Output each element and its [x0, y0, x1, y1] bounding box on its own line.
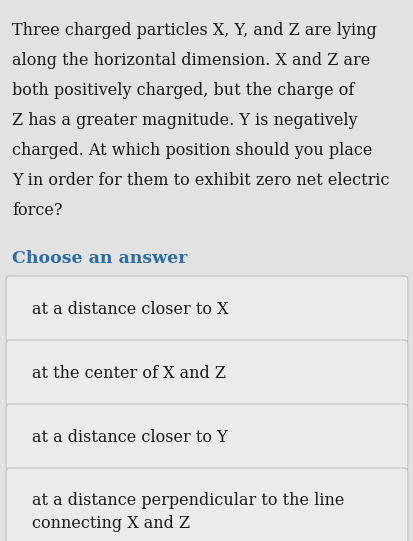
Text: Y in order for them to exhibit zero net electric: Y in order for them to exhibit zero net … — [12, 172, 389, 189]
Text: both positively charged, but the charge of: both positively charged, but the charge … — [12, 82, 354, 99]
Text: Choose an answer: Choose an answer — [12, 250, 187, 267]
FancyBboxPatch shape — [6, 276, 407, 342]
Text: at the center of X and Z: at the center of X and Z — [32, 365, 225, 381]
Text: charged. At which position should you place: charged. At which position should you pl… — [12, 142, 371, 159]
Text: at a distance perpendicular to the line
connecting X and Z: at a distance perpendicular to the line … — [32, 492, 344, 532]
FancyBboxPatch shape — [6, 404, 407, 470]
Text: Three charged particles X, Y, and Z are lying: Three charged particles X, Y, and Z are … — [12, 22, 376, 39]
Text: at a distance closer to Y: at a distance closer to Y — [32, 428, 227, 445]
FancyBboxPatch shape — [6, 468, 407, 541]
Text: along the horizontal dimension. X and Z are: along the horizontal dimension. X and Z … — [12, 52, 369, 69]
Text: Z has a greater magnitude. Y is negatively: Z has a greater magnitude. Y is negative… — [12, 112, 357, 129]
Text: force?: force? — [12, 202, 62, 219]
FancyBboxPatch shape — [6, 340, 407, 406]
Text: at a distance closer to X: at a distance closer to X — [32, 300, 228, 318]
